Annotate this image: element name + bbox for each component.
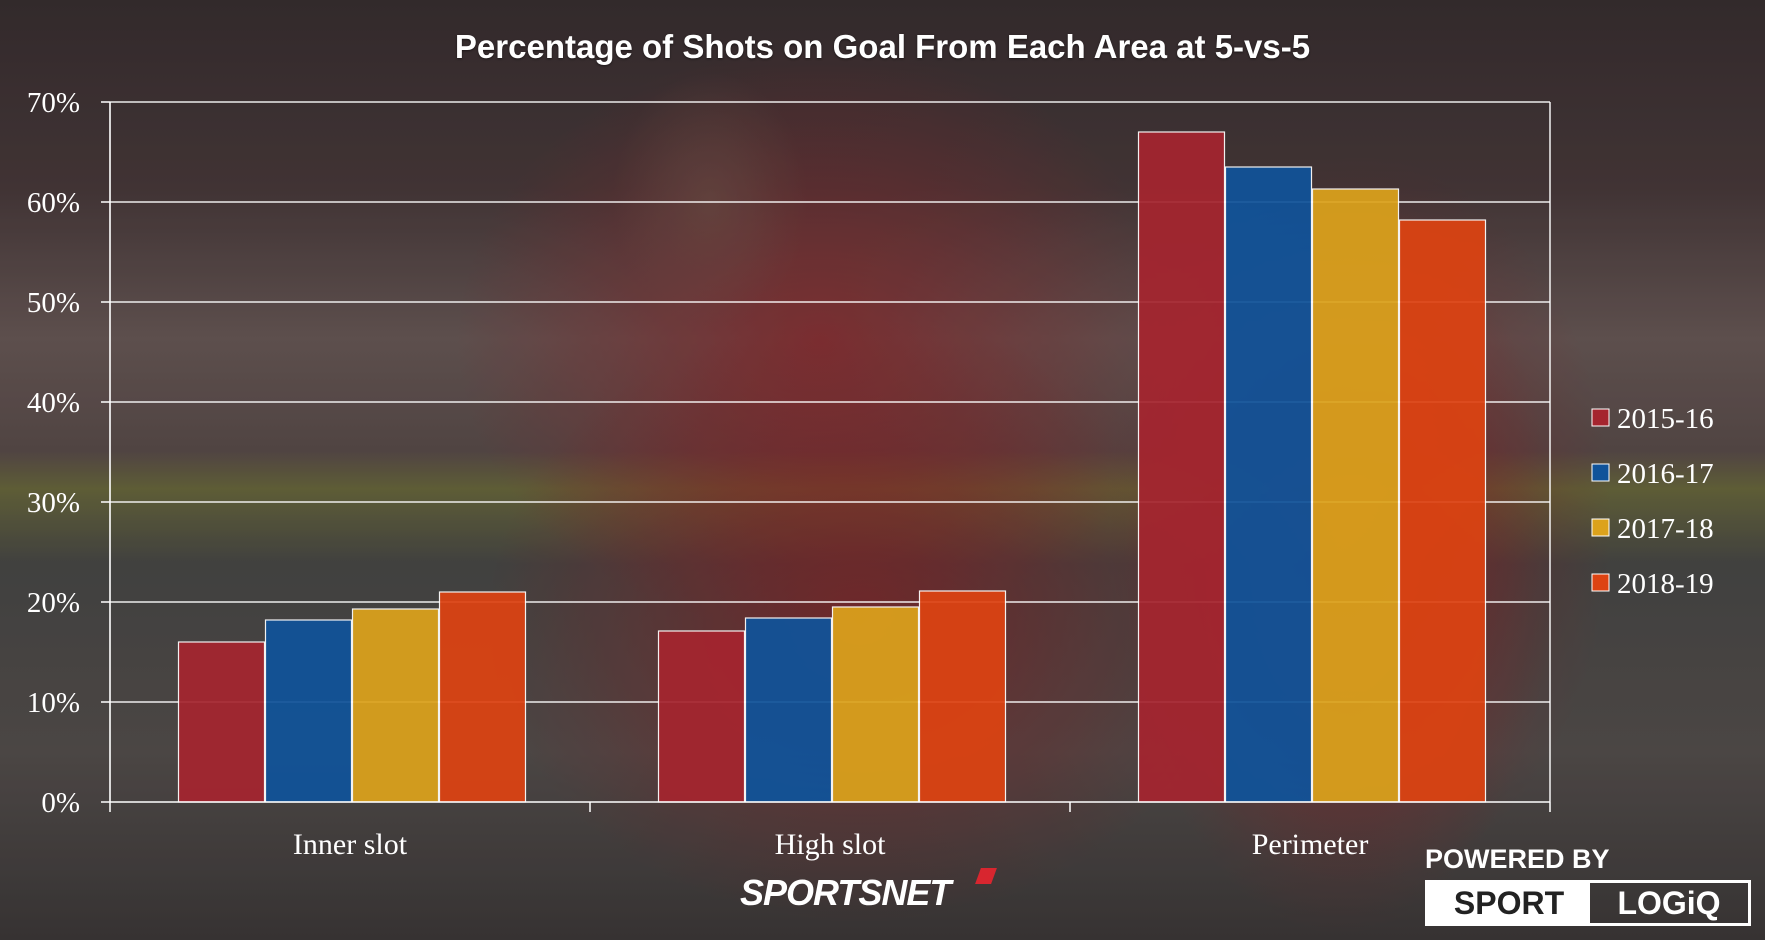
bar-2015-16-inner-slot: [177, 641, 266, 803]
x-tick-label: Perimeter: [1252, 828, 1369, 861]
bar-2018-19-inner-slot: [438, 591, 527, 803]
sportlogiq-logo-sport: SPORT: [1428, 883, 1590, 923]
y-axis-ticks: 0% 10% 20% 30% 40% 50% 60% 70%: [27, 87, 80, 819]
legend-label: 2018-19: [1617, 568, 1714, 600]
legend-swatch: [1591, 463, 1610, 482]
legend-swatch: [1591, 408, 1610, 427]
sportsnet-logo: SPORTSNET: [740, 872, 951, 913]
y-tick-label: 50%: [27, 287, 80, 319]
bar-2017-18-inner-slot: [351, 608, 440, 803]
y-tick-label: 70%: [27, 87, 80, 119]
sportlogiq-logo-logiq: LOGiQ: [1617, 884, 1721, 921]
legend-swatch: [1591, 518, 1610, 537]
bar-2018-19-high-slot: [918, 590, 1007, 803]
axes: [101, 101, 1551, 812]
bar-2017-18-high-slot: [831, 606, 920, 803]
x-tick-label: Inner slot: [293, 828, 408, 861]
bar-2015-16-high-slot: [657, 630, 746, 803]
x-tick-label: High slot: [775, 828, 887, 861]
bar-2018-19-perimeter: [1398, 219, 1487, 803]
y-tick-label: 60%: [27, 187, 80, 219]
legend: 2015-16 2016-17 2017-18 2018-19: [1591, 403, 1714, 600]
legend-label: 2015-16: [1617, 403, 1714, 435]
legend-swatch: [1591, 573, 1610, 592]
bar-2017-18-perimeter: [1311, 188, 1400, 803]
y-tick-label: 10%: [27, 687, 80, 719]
bar-2015-16-perimeter: [1137, 131, 1226, 803]
chart-title: Percentage of Shots on Goal From Each Ar…: [454, 28, 1311, 65]
powered-by-label: POWERED BY: [1425, 844, 1610, 874]
y-tick-label: 20%: [27, 587, 80, 619]
bars: [177, 131, 1487, 803]
sportlogiq-logo: SPORT LOGiQ: [1425, 880, 1751, 926]
x-axis-ticks: Inner slot High slot Perimeter: [293, 828, 1368, 861]
y-tick-label: 30%: [27, 487, 80, 519]
bar-2016-17-high-slot: [744, 617, 833, 803]
y-tick-label: 0%: [41, 787, 80, 819]
y-tick-label: 40%: [27, 387, 80, 419]
legend-label: 2017-18: [1617, 513, 1714, 545]
bar-2016-17-inner-slot: [264, 619, 353, 803]
bar-2016-17-perimeter: [1224, 166, 1313, 803]
legend-label: 2016-17: [1617, 458, 1714, 490]
